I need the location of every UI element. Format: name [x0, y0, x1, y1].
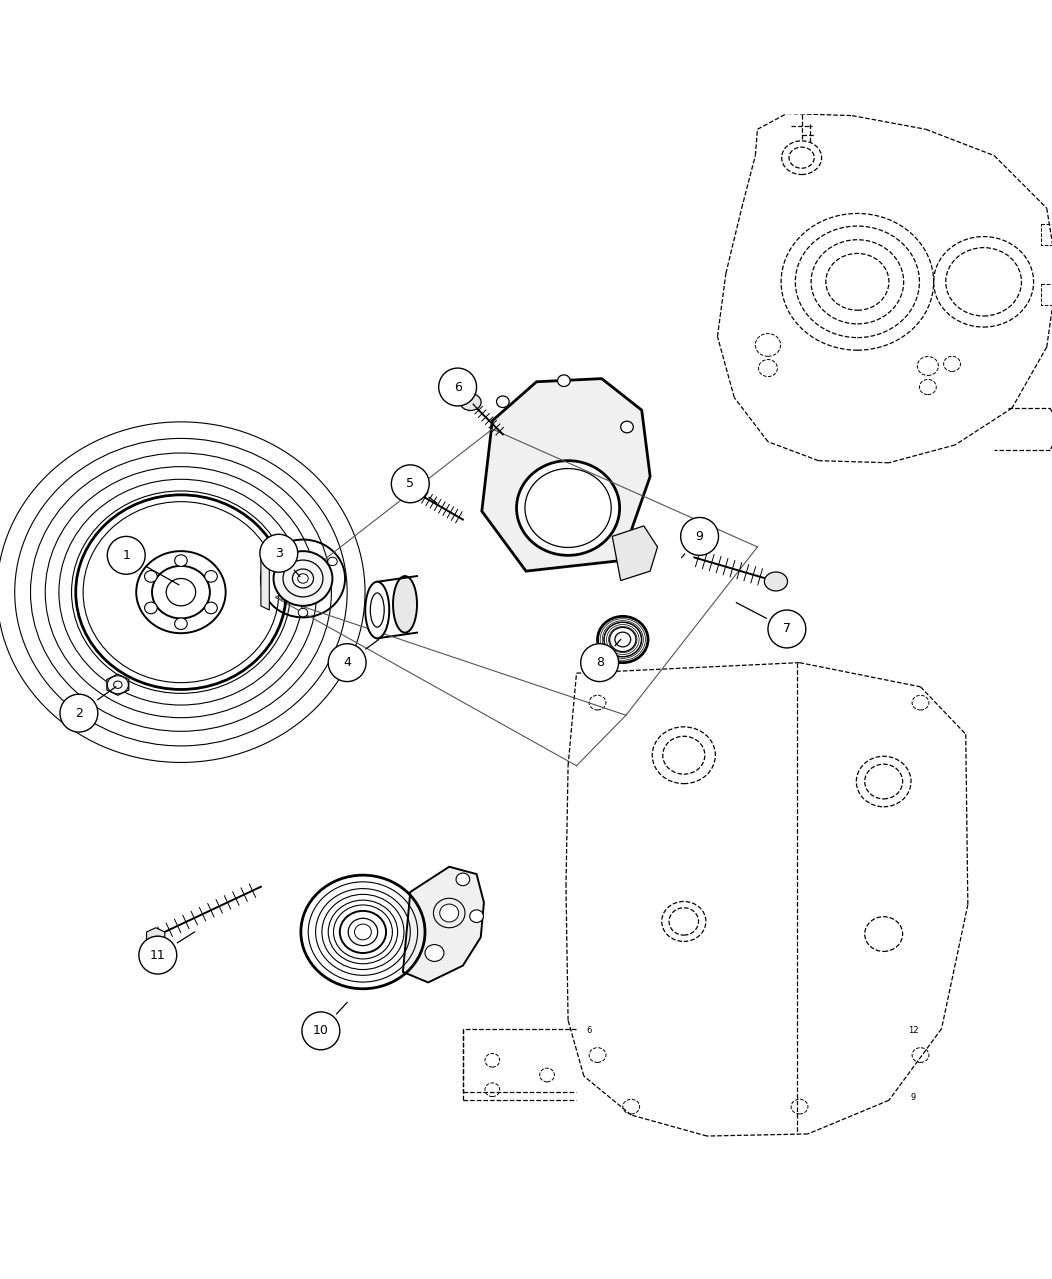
Ellipse shape	[299, 609, 307, 616]
Text: 6: 6	[453, 381, 462, 394]
Ellipse shape	[393, 576, 417, 633]
Circle shape	[260, 535, 298, 572]
Polygon shape	[403, 867, 484, 982]
Ellipse shape	[370, 593, 384, 627]
Circle shape	[581, 643, 619, 682]
Ellipse shape	[558, 375, 570, 386]
Ellipse shape	[292, 569, 313, 588]
Ellipse shape	[355, 923, 371, 940]
Ellipse shape	[175, 618, 187, 629]
Text: 3: 3	[275, 546, 283, 560]
Ellipse shape	[365, 582, 389, 638]
Ellipse shape	[614, 632, 630, 647]
Ellipse shape	[425, 945, 444, 962]
Text: 4: 4	[343, 656, 351, 669]
Ellipse shape	[151, 565, 209, 619]
Ellipse shape	[205, 602, 218, 614]
Ellipse shape	[456, 874, 469, 885]
Ellipse shape	[144, 602, 157, 614]
Text: 6: 6	[586, 1026, 592, 1035]
Ellipse shape	[166, 578, 196, 606]
Polygon shape	[146, 927, 165, 945]
Ellipse shape	[440, 904, 459, 922]
Ellipse shape	[469, 909, 484, 922]
Ellipse shape	[274, 551, 332, 606]
Circle shape	[60, 694, 98, 732]
Text: 9: 9	[695, 530, 704, 542]
Polygon shape	[612, 526, 658, 581]
Ellipse shape	[402, 482, 425, 500]
Text: 11: 11	[150, 949, 165, 962]
Polygon shape	[482, 379, 650, 572]
Ellipse shape	[175, 555, 187, 567]
Circle shape	[768, 610, 806, 648]
Ellipse shape	[765, 572, 788, 591]
Text: 2: 2	[75, 706, 83, 720]
Text: 12: 12	[908, 1026, 918, 1035]
Text: 5: 5	[406, 477, 414, 490]
Circle shape	[681, 518, 719, 555]
Ellipse shape	[205, 570, 218, 582]
Circle shape	[439, 368, 477, 405]
Ellipse shape	[328, 558, 338, 565]
Ellipse shape	[348, 918, 378, 945]
Text: 1: 1	[122, 549, 130, 561]
Ellipse shape	[621, 421, 633, 432]
Circle shape	[391, 464, 429, 503]
Ellipse shape	[460, 394, 481, 411]
Ellipse shape	[497, 396, 509, 408]
Polygon shape	[107, 674, 128, 696]
Text: 7: 7	[783, 623, 791, 636]
Ellipse shape	[298, 574, 308, 583]
Polygon shape	[261, 547, 269, 610]
Text: 8: 8	[595, 656, 604, 669]
Circle shape	[302, 1012, 340, 1050]
Ellipse shape	[144, 570, 157, 582]
Ellipse shape	[268, 558, 278, 565]
Text: 9: 9	[911, 1092, 915, 1101]
Circle shape	[139, 936, 177, 975]
Ellipse shape	[517, 460, 620, 555]
Ellipse shape	[525, 468, 611, 547]
Circle shape	[107, 536, 145, 574]
Circle shape	[328, 643, 366, 682]
Text: 10: 10	[312, 1024, 329, 1037]
